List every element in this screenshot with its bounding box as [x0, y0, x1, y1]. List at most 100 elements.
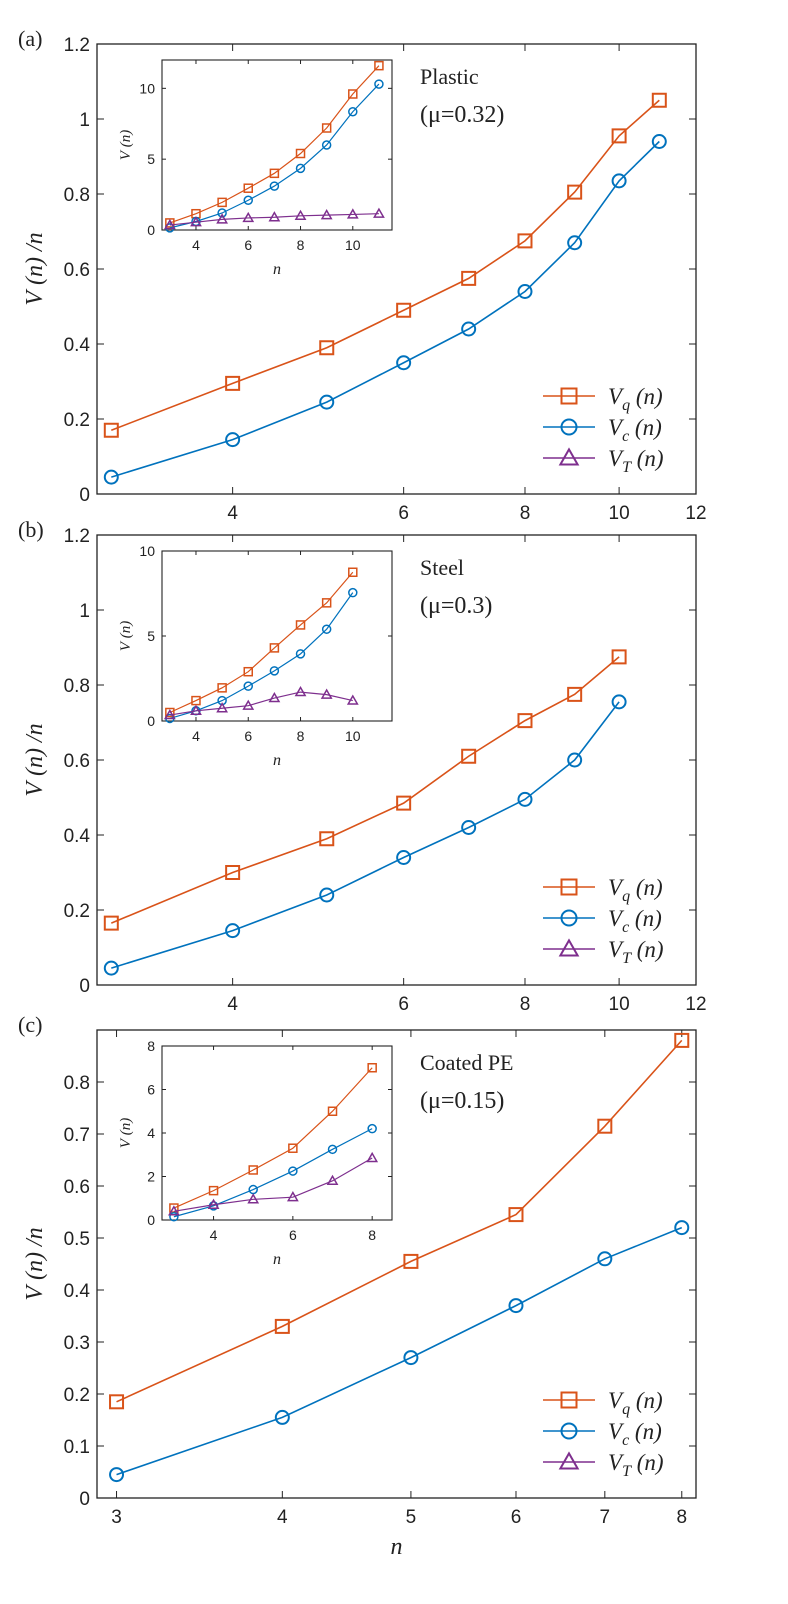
point-vq [674, 1032, 690, 1048]
y-tick-label: 0.1 [64, 1437, 90, 1458]
y-tick-label: 1 [79, 110, 90, 131]
inset-a: 4 6 8 10 0 5 10 V (n) n [118, 59, 393, 278]
inset-x-axis-label: n [273, 752, 281, 769]
inset-y-tick-label: 2 [147, 1169, 155, 1185]
x-tick-label: 6 [511, 1507, 522, 1528]
inset-y-axis-label: V (n) [118, 1118, 134, 1148]
inset-point-vq [269, 168, 280, 179]
inset-point-vq [374, 60, 384, 71]
y-tick-label: 0.3 [64, 1333, 90, 1354]
inset-point-vq [321, 598, 332, 608]
inset-y-axis-label: V (n) [118, 621, 134, 651]
point-vc [225, 432, 241, 448]
inset-point-vt [346, 694, 359, 705]
inset-x-tick-label: 8 [368, 1227, 376, 1243]
legend-label-vc: Vc (n) [608, 906, 662, 936]
inset-point-vt [207, 1198, 220, 1209]
x-tick-label: 8 [520, 503, 531, 524]
inset-point-vt [268, 691, 281, 703]
inset-point-vc [327, 1144, 338, 1155]
y-tick-label: 0.8 [64, 1073, 90, 1094]
point-vc [517, 284, 533, 299]
inset-point-vc [321, 140, 332, 150]
legend-label-vq: Vq (n) [608, 1388, 663, 1418]
inset-point-vq [348, 89, 358, 99]
y-tick-label: 0.5 [64, 1229, 90, 1250]
legend-marker-vt [558, 447, 580, 466]
legend-marker-vt [558, 938, 580, 957]
friction-label: (μ=0.15) [420, 1088, 504, 1114]
inset-point-vq [191, 695, 201, 706]
y-tick-label: 0.4 [64, 335, 91, 356]
y-tick-label: 0.2 [64, 410, 90, 431]
inset-x-axis-label: n [273, 1251, 281, 1268]
inset-x-axis-label: n [273, 261, 281, 278]
inset-y-tick-label: 5 [147, 151, 155, 167]
inset-point-vq [295, 148, 306, 159]
inset-series-line-vq [173, 1067, 373, 1209]
inset-point-vc [374, 79, 384, 89]
point-vc [567, 752, 583, 768]
legend-marker-vt [558, 1451, 580, 1470]
inset-y-tick-label: 8 [147, 1038, 155, 1054]
x-tick-label: 3 [111, 1507, 122, 1528]
inset-point-vq [327, 1106, 338, 1116]
y-tick-label: 0 [79, 1489, 90, 1510]
y-tick-label: 0 [79, 485, 90, 506]
point-vc [403, 1350, 419, 1366]
inset-y-axis-label: V (n) [118, 130, 134, 160]
inset-point-vt [163, 218, 176, 230]
point-vc [319, 394, 335, 410]
point-vq [611, 128, 627, 144]
point-vc [396, 850, 412, 865]
y-tick-label: 0.2 [64, 901, 90, 922]
material-title: Plastic [420, 64, 479, 89]
y-tick-label: 0.4 [64, 826, 91, 847]
legend-marker-vq [560, 878, 578, 896]
y-tick-label: 0.6 [64, 260, 90, 281]
legend-marker-vc [560, 418, 578, 436]
point-vc [319, 887, 335, 903]
material-title: Coated PE [420, 1050, 514, 1075]
x-tick-label: 8 [520, 994, 531, 1015]
legend-marker-vc [560, 909, 578, 927]
x-tick-label: 4 [227, 503, 238, 524]
y-tick-label: 0.8 [64, 185, 90, 206]
panel-label: (c) [18, 1012, 42, 1037]
series-line-vq [116, 1039, 683, 1403]
inset-point-vt [346, 208, 359, 219]
legend-marker-vc [560, 1422, 578, 1440]
inset-point-vq [217, 683, 227, 693]
friction-label: (μ=0.3) [420, 593, 492, 619]
inset-y-tick-label: 0 [147, 222, 155, 238]
x-tick-label: 10 [609, 503, 630, 524]
point-vc [567, 235, 583, 251]
inset-y-tick-label: 10 [139, 543, 155, 559]
point-vc [597, 1251, 613, 1267]
y-tick-label: 0.4 [64, 1281, 91, 1302]
inset-point-vc [295, 163, 306, 174]
point-vq [109, 1394, 125, 1410]
inset-point-vc [243, 195, 253, 205]
x-tick-label: 4 [227, 994, 238, 1015]
inset-point-vt [242, 699, 255, 710]
inset-series-line-vt [169, 213, 379, 226]
inset-y-tick-label: 5 [147, 628, 155, 644]
inset-x-tick-label: 4 [192, 237, 200, 253]
point-vq [396, 795, 412, 811]
inset-axes-frame [161, 550, 393, 722]
point-vc [651, 134, 667, 149]
y-tick-label: 0.6 [64, 1177, 90, 1198]
y-tick-label: 0.7 [64, 1125, 90, 1146]
inset-point-vt [190, 704, 202, 715]
legend-label-vc: Vc (n) [608, 1419, 662, 1449]
inset-x-tick-label: 6 [244, 237, 252, 253]
inset-point-vt [268, 211, 281, 222]
point-vc [103, 469, 119, 485]
inset-point-vt [216, 213, 229, 224]
y-tick-label: 1.2 [64, 526, 90, 547]
x-tick-label: 8 [676, 1507, 687, 1528]
series-line-vc [111, 140, 660, 478]
inset-point-vc [243, 681, 253, 691]
